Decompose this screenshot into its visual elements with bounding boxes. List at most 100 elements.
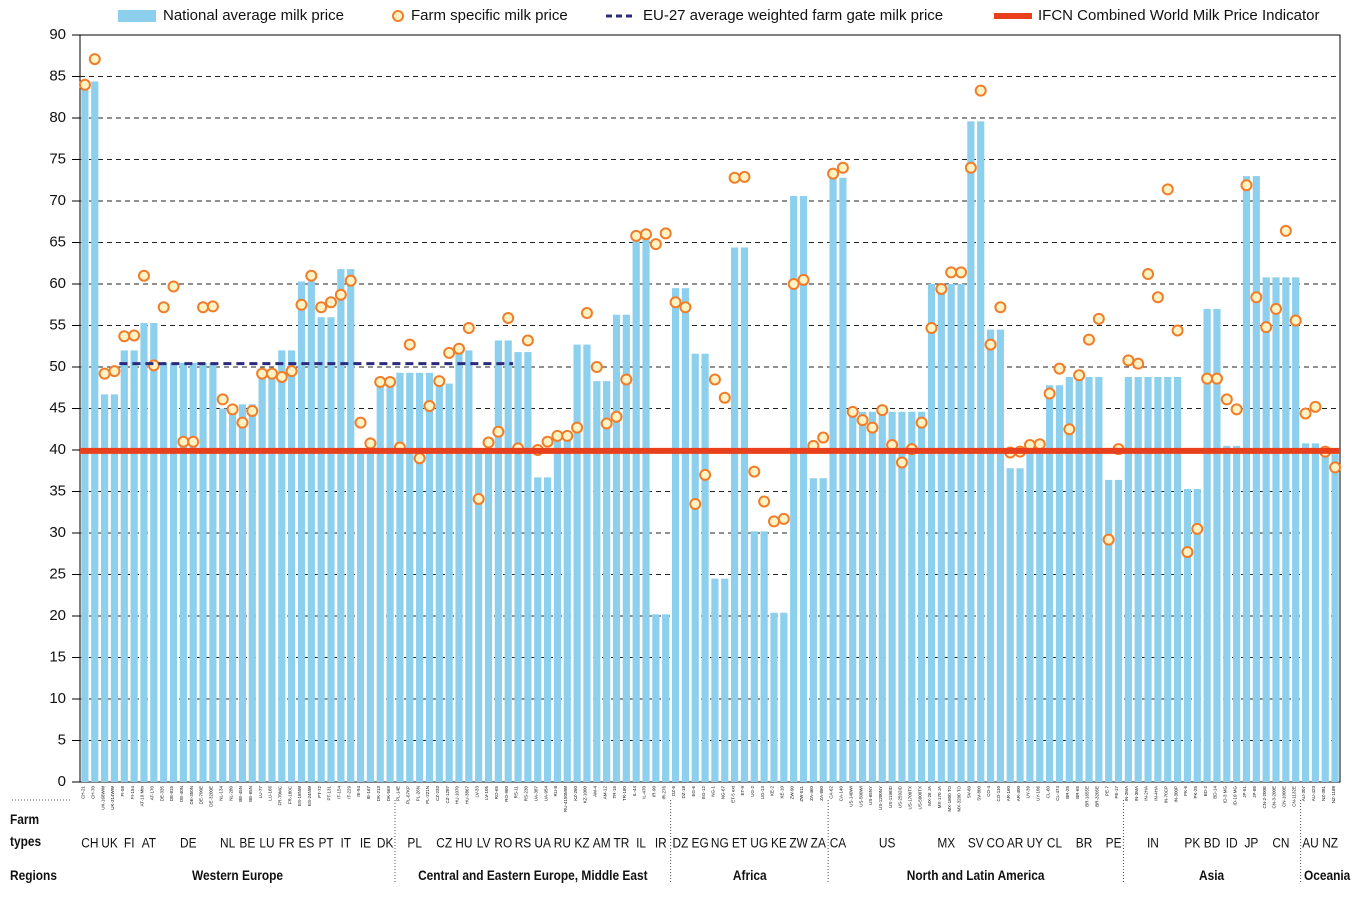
farm-type-label: BD-14 (1213, 786, 1218, 799)
bar (1006, 468, 1014, 782)
country-label: IR (655, 835, 667, 851)
bar (908, 411, 916, 782)
bar (681, 288, 689, 782)
bar (150, 323, 158, 782)
legend-swatch (392, 10, 404, 22)
regions-label: Regions (10, 867, 57, 883)
farm-type-label: PL-221N (425, 786, 430, 804)
country-label: ZW (789, 835, 808, 851)
country-label: BR (1076, 835, 1093, 851)
bar (878, 411, 886, 782)
bar (1036, 445, 1044, 782)
country-label: ES (298, 835, 314, 851)
farm-type-label: BE-45N (238, 786, 243, 802)
country-label: TR (613, 835, 629, 851)
bar (179, 362, 187, 782)
y-tick-label: 90 (49, 26, 66, 43)
farm-type-label: AU-307 (1301, 786, 1306, 802)
bar (248, 404, 256, 782)
farm-type-label: KZ-260 (573, 786, 578, 801)
farm-point (1161, 183, 1174, 196)
bar (1233, 445, 1241, 782)
country-label: DZ (673, 835, 689, 851)
farm-point (246, 404, 259, 417)
bar (543, 477, 552, 782)
farm-type-label: CO-4 (986, 786, 991, 797)
bar (632, 238, 640, 783)
bar (455, 350, 463, 782)
bar (799, 196, 808, 782)
y-tick-label: 5 (58, 731, 66, 748)
bar (1055, 385, 1064, 782)
farm-type-label: CA-140 (839, 786, 844, 802)
farm-type-label: US-65NY (868, 786, 873, 805)
farm-type-label: MX-170 JA (937, 786, 942, 808)
farm-point (767, 515, 780, 528)
farm-type-label: US-140WI (848, 786, 853, 807)
farm-point (403, 338, 416, 351)
bar (445, 383, 453, 782)
farm-type-label: AT-170 (150, 786, 155, 801)
farm-type-label: FR-70MC (277, 785, 282, 805)
bar (593, 381, 601, 782)
bar (268, 375, 276, 782)
farm-type-label: AM-12 (602, 786, 607, 800)
farm-point (1240, 179, 1253, 192)
country-label: UG (750, 835, 768, 851)
bar (475, 450, 483, 782)
farm-point (1151, 291, 1164, 304)
farm-point (472, 492, 485, 505)
country-label: RU (554, 835, 571, 851)
bar (553, 436, 562, 782)
country-label: IL (636, 835, 646, 851)
farm-point (895, 456, 908, 469)
farm-type-label: NZ-1188 (1331, 786, 1336, 804)
y-tick-label: 35 (49, 482, 66, 499)
bar (258, 375, 266, 782)
farm-type-label: LU-77 (258, 786, 263, 799)
bar (957, 284, 965, 782)
bar (986, 329, 995, 782)
farm-type-label: PT-131 (327, 786, 332, 801)
bar (1173, 376, 1182, 782)
farm-type-label: DK-213 (376, 786, 381, 802)
farm-type-label: US-1196ID (888, 785, 893, 808)
bar (504, 340, 512, 782)
farm-type-label: IT-154 (337, 786, 342, 799)
farm-point (325, 296, 338, 309)
bar (711, 578, 719, 782)
farm-point (777, 512, 790, 525)
farm-type-label: CZ-1287 (445, 786, 450, 804)
y-tick-label: 80 (49, 109, 66, 126)
country-label: CA (830, 835, 847, 851)
country-label: IN (1147, 835, 1159, 851)
bar (947, 284, 955, 782)
farm-type-label: CN-3-200E (1272, 786, 1277, 809)
y-tick-label: 60 (49, 275, 66, 292)
farm-point (955, 266, 968, 279)
farm-point (206, 300, 219, 313)
country-label: UA (534, 835, 551, 851)
country-label: DK (377, 835, 394, 851)
bar (435, 383, 443, 782)
farm-type-label: RO-960 (504, 786, 509, 802)
farm-type-label: RU-8 (553, 786, 558, 797)
bar (829, 177, 837, 782)
country-label: HU (455, 835, 472, 851)
farm-type-label: CH-21 (81, 786, 86, 800)
bar (1292, 277, 1300, 782)
farm-point (1220, 393, 1233, 406)
bar (1065, 376, 1073, 782)
farm-type-label: ES-18NW (297, 785, 302, 806)
bar (317, 317, 325, 782)
farm-type-label: PE-17 (1114, 786, 1119, 799)
farm-type-label: ZW-90 (789, 786, 794, 800)
farm-type-label: PK-25 (1193, 786, 1198, 799)
bar (1095, 376, 1103, 782)
farm-point (137, 269, 150, 282)
bar (888, 411, 896, 782)
farm-point (797, 273, 810, 286)
farm-point (1230, 403, 1243, 416)
farm-type-label: MX-26 JA (927, 786, 932, 806)
